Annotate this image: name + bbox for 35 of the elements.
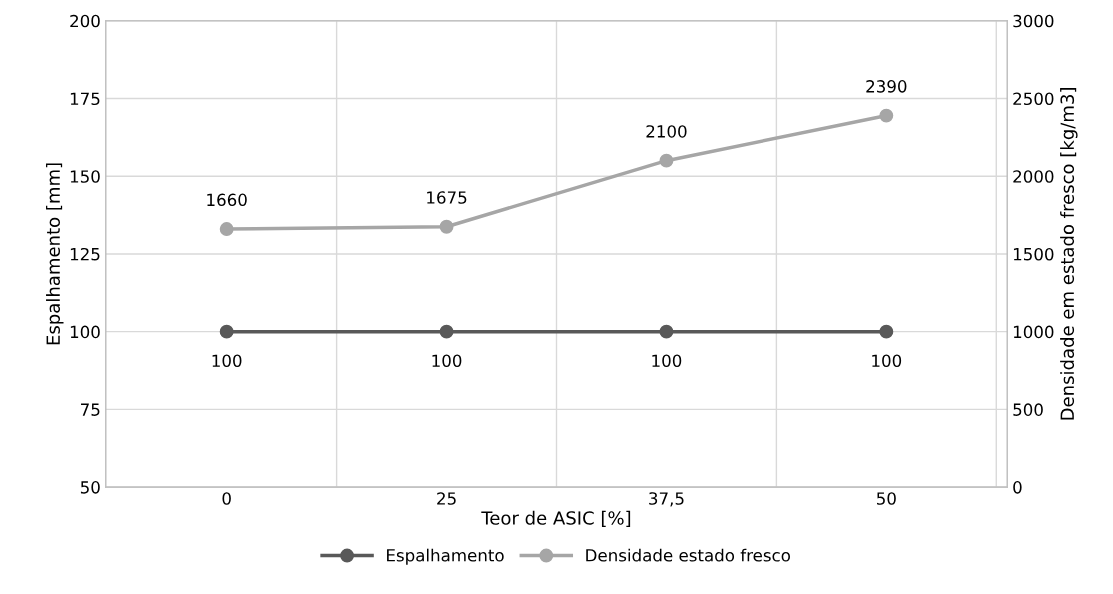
data-label: 100 (652, 354, 682, 368)
x-tick-label: 25 (437, 492, 456, 505)
legend-label: Espalhamento (387, 548, 504, 565)
data-label: 100 (872, 354, 902, 368)
y-tick-label: 175 (70, 92, 100, 106)
x-tick-label: 0 (222, 492, 231, 505)
y2-tick-label: 1000 (1013, 325, 1054, 339)
point (659, 153, 674, 168)
data-label: 2390 (866, 80, 907, 93)
y2-tick-label: 2000 (1013, 170, 1054, 183)
legend-label: Densidade estado fresco (586, 548, 790, 562)
data-label: 1660 (207, 193, 247, 207)
y-tick-label: 75 (81, 403, 100, 416)
y2-tick-label: 1500 (1013, 247, 1054, 261)
x-tick-label: 37,5 (649, 492, 684, 507)
y-tick-label: 50 (80, 481, 100, 494)
y-tick-label: 100 (70, 325, 100, 339)
y2-tick-label: 3000 (1013, 14, 1054, 28)
data-label: 100 (432, 354, 462, 368)
y2-tick-label: 2500 (1013, 92, 1054, 106)
y-axis-title: Espalhamento [mm] (46, 163, 64, 345)
data-label: 2100 (646, 125, 687, 138)
y2-axis-title: Densidade em estado fresco [kg/m3] (1060, 88, 1078, 420)
data-label: 100 (212, 354, 242, 368)
point (879, 108, 894, 123)
data-label: 1675 (427, 191, 467, 204)
y2-tick-label: 0 (1013, 481, 1022, 494)
point (219, 222, 234, 237)
x-tick-label: 50 (877, 492, 896, 505)
x-axis-title: Teor de ASIC [%] (481, 510, 631, 527)
point (439, 219, 454, 234)
y-tick-label: 200 (70, 14, 100, 28)
y2-tick-label: 500 (1013, 403, 1043, 416)
y-tick-label: 125 (70, 247, 100, 261)
y-tick-label: 150 (70, 170, 100, 183)
